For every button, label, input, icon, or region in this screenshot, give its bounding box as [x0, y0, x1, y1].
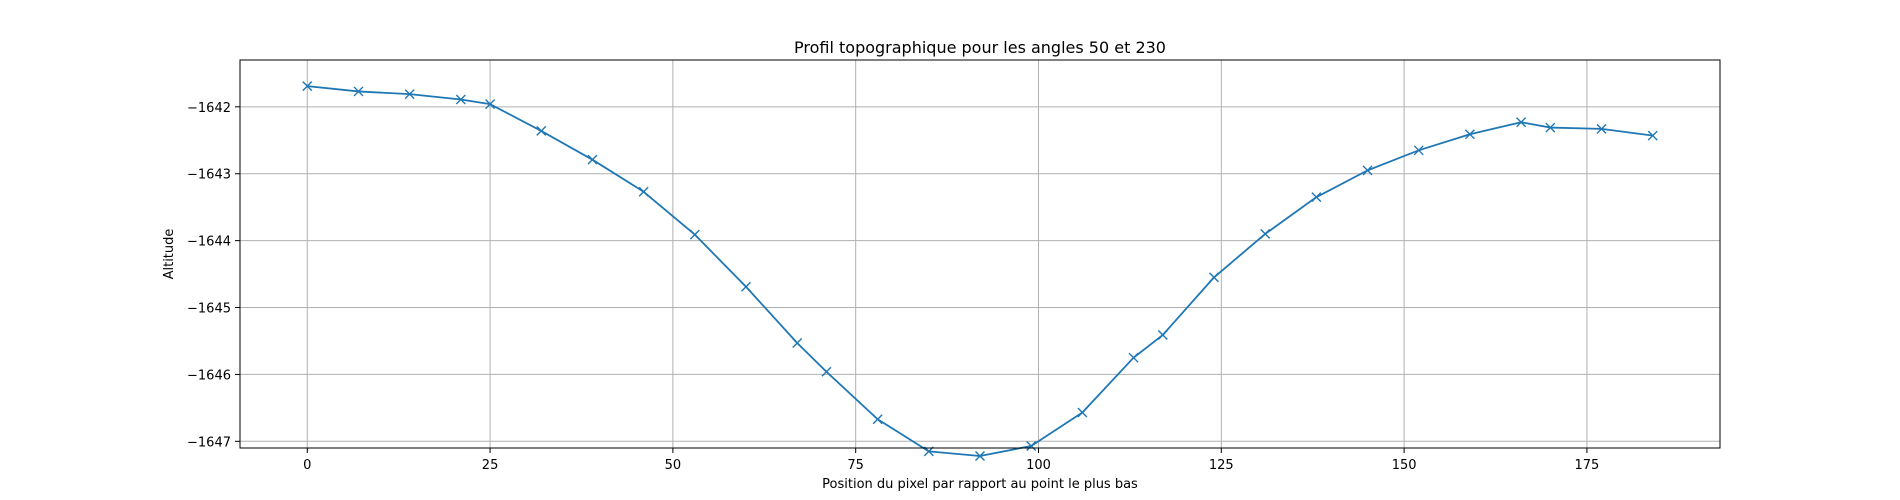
- series-line: [307, 85, 1653, 457]
- x-tick-label: 50: [665, 458, 682, 473]
- data-point-marker: [1157, 329, 1168, 340]
- data-point-marker: [1208, 272, 1219, 283]
- x-tick-label: 25: [482, 458, 499, 473]
- data-point-marker: [455, 94, 466, 105]
- chart-title: Profil topographique pour les angles 50 …: [794, 38, 1166, 57]
- data-point-marker: [872, 414, 883, 425]
- data-point-marker: [1647, 130, 1658, 141]
- x-tick-label: 150: [1392, 458, 1417, 473]
- y-tick-label: −1646: [187, 368, 231, 383]
- data-point-marker: [1026, 440, 1037, 451]
- data-point-marker: [1596, 123, 1607, 134]
- data-point-marker: [792, 337, 803, 348]
- x-tick-label: 75: [847, 458, 864, 473]
- data-point-marker: [1362, 165, 1373, 176]
- data-point-marker: [975, 451, 985, 462]
- y-tick-label: −1647: [187, 435, 231, 450]
- y-axis-label: Altitude: [162, 229, 177, 280]
- data-point-marker: [1260, 228, 1271, 239]
- data-point-marker: [689, 229, 700, 240]
- data-point-marker: [536, 125, 547, 136]
- data-point-marker: [1128, 352, 1139, 363]
- data-point-marker: [1516, 117, 1527, 128]
- y-axis-ticks: −1642 −1643 −1644 −1645 −1646 −1647: [187, 101, 240, 450]
- y-tick-label: −1643: [187, 168, 231, 183]
- data-point-marker: [485, 99, 496, 110]
- data-point-marker: [1464, 129, 1475, 140]
- x-axis-label: Position du pixel par rapport au point l…: [822, 477, 1138, 492]
- y-tick-label: −1642: [187, 101, 231, 116]
- x-tick-label: 100: [1026, 458, 1051, 473]
- x-tick-label: 0: [303, 458, 311, 473]
- data-point-marker: [1413, 145, 1424, 156]
- data-point-marker: [1545, 122, 1556, 133]
- data-point-marker: [1077, 407, 1088, 418]
- series-layer: [302, 81, 1658, 462]
- data-point-marker: [587, 154, 598, 165]
- y-tick-label: −1645: [187, 302, 231, 317]
- data-point-marker: [1311, 192, 1322, 203]
- x-tick-label: 125: [1209, 458, 1234, 473]
- x-axis-ticks: 0 25 50 75 100 125 150 175: [303, 448, 1599, 473]
- data-point-marker: [404, 89, 415, 100]
- x-tick-label: 175: [1575, 458, 1600, 473]
- data-point-marker: [821, 366, 832, 377]
- data-point-marker: [638, 186, 649, 197]
- y-tick-label: −1644: [187, 235, 231, 250]
- grid-lines: [240, 60, 1720, 448]
- data-point-marker: [302, 81, 313, 92]
- plot-frame: [239, 59, 1721, 449]
- data-point-marker: [353, 86, 364, 97]
- data-point-marker: [741, 281, 752, 292]
